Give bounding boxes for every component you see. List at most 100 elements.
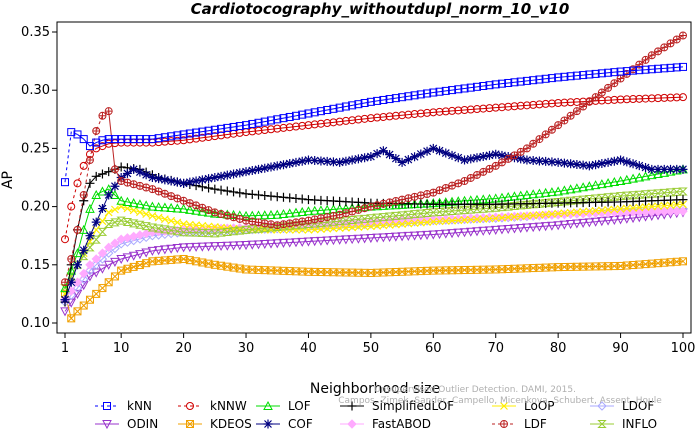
legend-label: kNN — [127, 399, 152, 413]
series-lof-point — [584, 181, 595, 191]
series-knn-point — [148, 135, 157, 144]
series-inflo-point — [466, 205, 476, 214]
series-ldf-point — [67, 254, 76, 263]
series-knn-point — [329, 104, 338, 113]
series-knnw-point — [385, 112, 394, 121]
legend-item-knn: kNN — [95, 399, 152, 413]
series-lof-point — [559, 185, 570, 195]
series-odin-point — [459, 228, 470, 238]
series-knnw-point — [298, 121, 307, 130]
series-lof-point — [621, 174, 632, 184]
series-lof-point — [141, 200, 151, 210]
series-loop-point — [391, 220, 400, 229]
series-knnw-point — [198, 133, 207, 142]
series-cof-point — [229, 169, 239, 179]
legend-item-simplifiedlof: SimplifiedLOF — [340, 399, 454, 413]
series-loop-point — [604, 205, 613, 214]
series-knn-point — [485, 81, 494, 90]
series-odin-point — [172, 244, 183, 254]
series-inflo-point — [291, 221, 301, 230]
series-knn-point — [279, 114, 288, 123]
series-loop-point — [173, 218, 182, 227]
y-axis-label: AP — [0, 171, 16, 189]
series-cof-point — [366, 152, 376, 162]
series-cof-point — [172, 177, 182, 187]
series-cof-point — [247, 166, 257, 176]
series-loop-point — [622, 204, 631, 213]
series-knnw-point — [660, 93, 669, 102]
legend-marker — [103, 402, 111, 410]
series-cof-point — [547, 157, 557, 167]
series-inflo-point — [634, 190, 645, 199]
series-odin-point — [241, 241, 251, 251]
series-loop-point — [479, 215, 488, 223]
series-ldf-point — [522, 144, 531, 153]
series-knnw-point — [79, 161, 88, 170]
series-knn-point — [473, 82, 481, 91]
series-ldf-point — [547, 125, 556, 134]
series-lof-point — [85, 203, 95, 213]
series-odin-point — [484, 226, 495, 236]
series-inflo-point — [453, 206, 463, 215]
series-knn-point — [404, 92, 413, 101]
series-cof-point — [435, 146, 445, 156]
series-knn-point — [304, 109, 313, 118]
series-ldf-point — [385, 198, 394, 207]
series-cof-point — [97, 204, 107, 214]
series-cof-point — [147, 173, 157, 182]
series-odin-point — [316, 236, 326, 246]
series-odin-point — [440, 229, 451, 239]
series-knn-point — [204, 126, 213, 135]
legend-label: ODIN — [127, 417, 158, 431]
series-loop-point — [485, 214, 494, 223]
series-loop-point — [148, 211, 157, 220]
series-odin-point — [234, 241, 245, 251]
series-loop-point — [672, 200, 681, 209]
series-inflo-point — [528, 200, 538, 209]
series-loop-point — [597, 206, 606, 215]
series-knn-point — [448, 86, 457, 95]
series-cof-point — [360, 153, 370, 163]
series-knnw-point — [666, 93, 675, 102]
series-inflo-point — [197, 228, 208, 237]
series-cof-point — [566, 159, 576, 169]
series-ldf-point — [504, 154, 513, 163]
series-odin-point — [515, 224, 526, 234]
chart-title: Cardiotocography_withoutdupl_norm_10_v10 — [191, 0, 570, 18]
series-loop-point — [654, 202, 662, 211]
series-cof-point — [328, 157, 338, 167]
series-loop — [61, 200, 687, 298]
series-odin-point — [160, 245, 170, 255]
series-knn-point — [210, 125, 219, 134]
series-knn-point — [217, 124, 226, 133]
series-knn-point — [373, 96, 382, 105]
series-ldf-point — [104, 107, 113, 116]
series-odin-point — [397, 232, 407, 242]
series-inflo-point — [341, 216, 351, 225]
series-lof-point — [303, 206, 314, 216]
series-odin-point — [253, 240, 264, 250]
series-odin-point — [247, 240, 258, 250]
series-knn-point — [142, 135, 151, 144]
series-knnw-point — [610, 95, 619, 104]
series-odin-point — [166, 244, 176, 254]
series-ldf-point — [460, 176, 469, 185]
series-cof-point — [129, 164, 139, 174]
series-knn-point — [566, 72, 575, 81]
series-ldf-point — [510, 151, 519, 160]
series-knnw-point — [304, 121, 313, 130]
series-knn-point — [67, 128, 76, 137]
series-odin-point — [553, 221, 563, 231]
series-knnw-point — [185, 135, 194, 144]
series-odin-point — [278, 238, 289, 248]
series-lof-point — [266, 209, 276, 219]
series-loop-point — [566, 208, 575, 217]
legend-item-odin: ODIN — [95, 417, 158, 431]
series-knnw-point — [597, 96, 606, 105]
series-lof-point — [397, 199, 407, 209]
series-cof-point — [310, 156, 320, 166]
series-knnw-point — [654, 94, 663, 103]
series-inflo-point — [503, 202, 513, 211]
series-cof-point — [385, 150, 395, 160]
series-loop-point — [529, 211, 538, 220]
